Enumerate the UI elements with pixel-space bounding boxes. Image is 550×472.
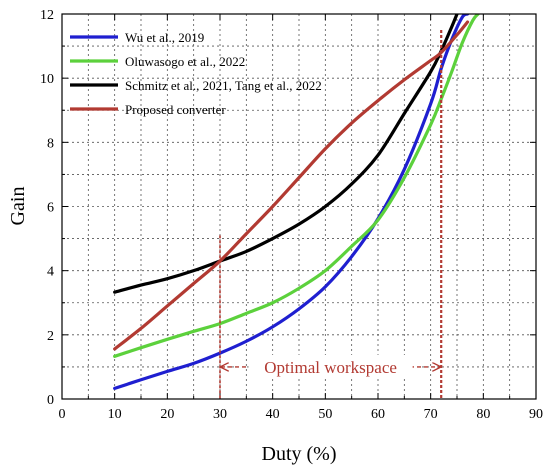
y-tick-label: 6 — [47, 201, 54, 216]
optimal-label-background — [248, 354, 413, 377]
legend: Wu et al., 2019 Oluwasogo et al., 2022 Sch… — [70, 30, 322, 117]
y-tick-label: 10 — [40, 72, 54, 87]
x-tick-label: 0 — [59, 407, 66, 422]
plot-frame — [61, 13, 537, 400]
legend-label: Wu et al., 2019 — [125, 30, 204, 45]
grid-lines — [62, 14, 536, 399]
series-line-proposed-converter — [113, 20, 470, 351]
x-tick-label: 60 — [371, 407, 385, 422]
x-tick-label: 50 — [318, 407, 332, 422]
x-tick-label: 10 — [108, 407, 122, 422]
series-line-wu-et-al-2019 — [113, 14, 470, 391]
x-tick-label: 40 — [266, 407, 280, 422]
x-tick-label: 80 — [476, 407, 490, 422]
x-tick-label: 30 — [213, 407, 227, 422]
series-lines — [113, 14, 480, 391]
legend-label: Oluwasogo et al., 2022 — [125, 54, 245, 69]
x-tick-label: 70 — [424, 407, 438, 422]
optimal-workspace-annotation: Optimal workspace — [219, 30, 443, 399]
x-tick-label: 20 — [160, 407, 174, 422]
legend-label: Proposed converter — [125, 102, 226, 117]
series-line-oluwasogo-et-al-2022 — [113, 14, 480, 358]
y-tick-label: 0 — [47, 393, 54, 408]
series-line-schmitz-et-al-2021-tang-et-al-2022 — [113, 14, 459, 294]
tick-labels: 0 10 20 30 40 50 60 70 80 90 0 2 4 6 8 10 12 — [40, 8, 543, 422]
y-axis-label: Gain — [7, 187, 29, 226]
optimal-workspace-label: Optimal workspace — [264, 358, 397, 377]
x-axis-label: Duty (%) — [262, 443, 337, 465]
x-tick-label: 90 — [529, 407, 543, 422]
y-tick-label: 2 — [47, 329, 54, 344]
legend-label: Schmitz et al., 2021, Tang et al., 2022 — [125, 78, 322, 93]
y-tick-label: 12 — [40, 8, 54, 23]
y-tick-label: 4 — [47, 265, 54, 280]
y-tick-label: 8 — [47, 136, 54, 151]
